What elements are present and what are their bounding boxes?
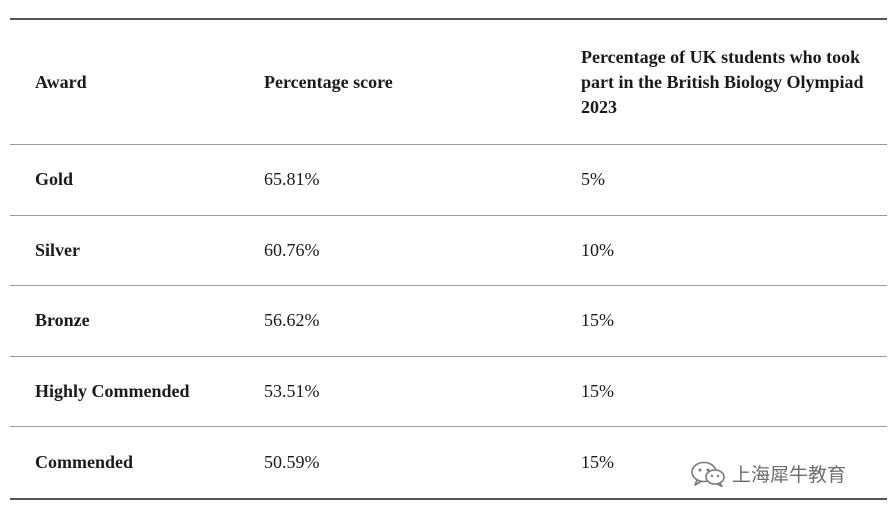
header-award: Award	[35, 71, 87, 92]
percentage-score: 65.81%	[264, 169, 320, 190]
watermark-text: 上海犀牛教育	[732, 464, 847, 486]
table-row: Highly Commended 53.51% 15%	[10, 357, 887, 427]
header-percentage-score: Percentage score	[264, 71, 393, 92]
percentage-students: 15%	[581, 380, 614, 401]
table-row: Silver 60.76% 10%	[10, 216, 887, 286]
percentage-students: 5%	[581, 169, 605, 190]
award-name: Highly Commended	[35, 380, 190, 401]
table-row: Commended 50.59% 15%	[10, 427, 887, 498]
award-name: Silver	[35, 239, 80, 260]
table-row: Gold 65.81% 5%	[10, 145, 887, 216]
table-bottom-rule	[10, 497, 887, 500]
award-name: Commended	[35, 451, 133, 472]
percentage-score: 56.62%	[264, 310, 320, 331]
percentage-score: 50.59%	[264, 451, 320, 472]
header-percentage-students: Percentage of UK students who took part …	[581, 46, 864, 117]
table-header-row: Award Percentage score Percentage of UK …	[10, 20, 887, 145]
percentage-score: 53.51%	[264, 380, 320, 401]
award-name: Gold	[35, 169, 74, 190]
percentage-students: 15%	[581, 310, 614, 331]
table-row: Bronze 56.62% 15%	[10, 286, 887, 357]
watermark: 上海犀牛教育	[690, 460, 846, 487]
percentage-score: 60.76%	[264, 239, 320, 260]
award-table: Award Percentage score Percentage of UK …	[10, 18, 887, 500]
percentage-students: 15%	[581, 451, 614, 472]
table-top-rule	[10, 18, 887, 20]
percentage-students: 10%	[581, 239, 614, 260]
award-name: Bronze	[35, 310, 90, 331]
wechat-icon	[691, 461, 725, 487]
